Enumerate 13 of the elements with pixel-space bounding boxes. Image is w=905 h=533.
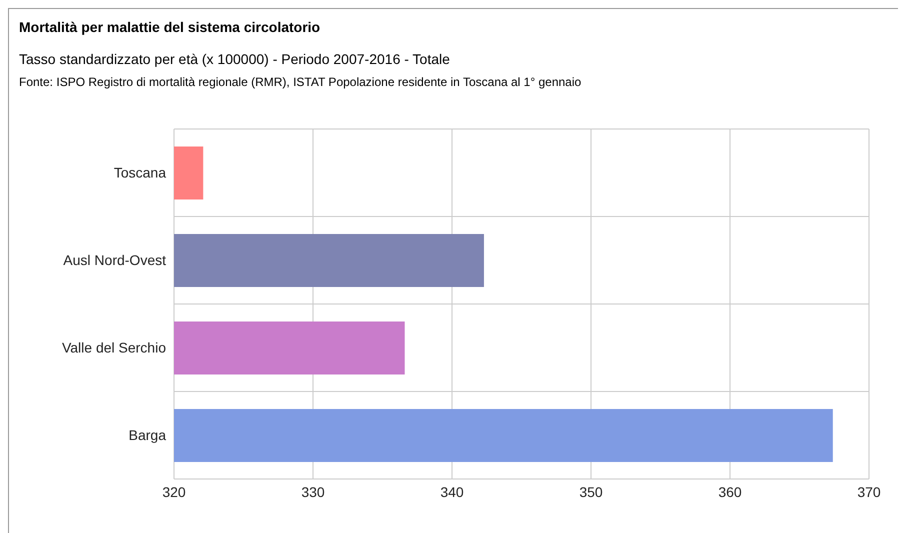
x-tick-label: 330 xyxy=(301,484,325,500)
y-tick-label: Toscana xyxy=(114,164,166,181)
x-tick-label: 350 xyxy=(579,484,603,500)
y-tick-label: Valle del Serchio xyxy=(62,340,166,356)
chart-title: Mortalità per malattie del sistema circolatorio xyxy=(19,19,322,35)
y-tick-label: Ausl Nord-Ovest xyxy=(63,252,166,268)
y-tick-label: Barga xyxy=(128,427,166,444)
x-tick-label: 340 xyxy=(440,484,464,500)
x-tick-label: 320 xyxy=(162,484,186,500)
x-tick-label: 370 xyxy=(857,484,881,500)
source-note: Fonte: ISPO Registro di mortalità regionale (RMR), ISTAT Popolazione residente in Toscana al 1° gennaio xyxy=(19,75,582,89)
chart-subtitle: Tasso standardizzato per età (x 100000) - Periodo 2007-2016 - Totale xyxy=(19,51,451,67)
x-tick-label: 360 xyxy=(718,484,742,500)
